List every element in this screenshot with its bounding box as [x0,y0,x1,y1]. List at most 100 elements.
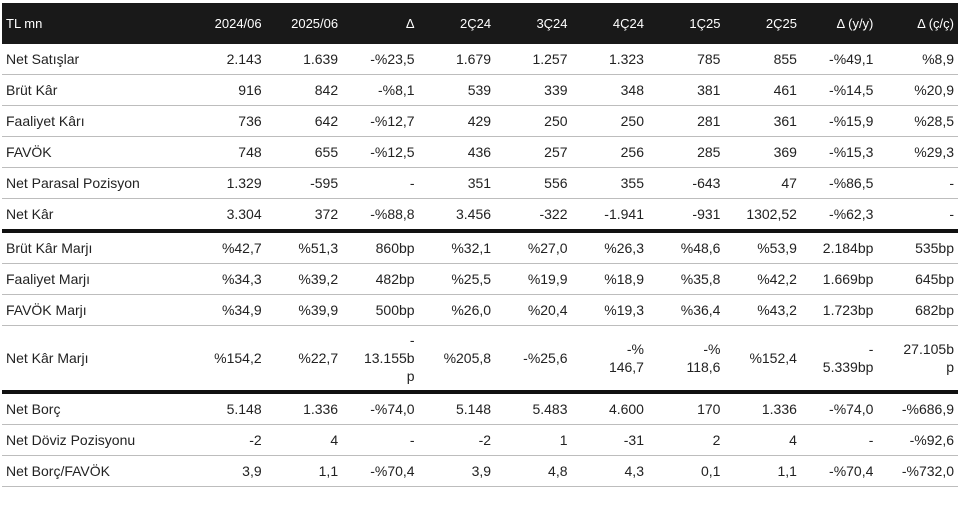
table-row: FAVÖK 748 655 -%12,5 436 257 256 285 369 -%15,3 %2… [2,136,958,168]
cell-value: 256 [620,144,644,160]
table-cell: - [342,424,419,456]
cell-value: %19,3 [604,302,644,318]
table-cell: -595 [265,167,343,199]
cell-value: 1.329 [226,175,262,191]
table-cell: 645bp [877,263,958,295]
cell-value: -%92,6 [909,432,954,448]
cell-value: 250 [620,113,644,129]
header-cell-1q25: 1Ç25 [647,3,725,44]
table-cell: 860bp [342,229,419,264]
table-cell: %205,8 [418,325,496,393]
financial-summary-table: TL mn 2024/06 2025/06 Δ 2Ç24 3Ç24 4Ç24 1… [2,3,958,487]
cell-value: %32,1 [451,240,492,256]
table-cell: %42,2 [724,263,801,295]
table-row: Net Kâr 3.304 372 -%88,8 3.456 -322 -1.941 -931… [2,198,958,232]
table-cell: -%23,5 [342,44,419,75]
table-cell: 369 [724,136,801,168]
cell-value: %19,9 [527,271,568,287]
table-cell: 381 [647,74,725,106]
cell-value: 3,9 [471,463,492,479]
cell-value: 642 [314,113,339,129]
table-cell: -%70,4 [342,455,419,487]
header-cell-2025-06: 2025/06 [265,3,343,44]
cell-value: -595 [310,175,339,191]
table-cell: -322 [495,198,572,232]
table-row: Net Kâr Marjı %154,2 %22,7 - 13.155b p %205,8 -… [2,325,958,393]
cell-value: 5.148 [226,401,262,417]
table-cell: 27.105b p [877,325,958,393]
table-cell: - 5.339bp [800,325,878,393]
table-cell: %25,5 [418,263,496,295]
table-cell: 372 [265,198,343,232]
cell-value: %51,3 [298,240,339,256]
table-cell: 361 [724,105,801,137]
cell-value: %18,9 [604,271,644,287]
table-cell: 1 [495,424,572,456]
table-row: Net Borç 5.148 1.336 -%74,0 5.148 5.483 4.600 1… [2,390,958,425]
table-cell: 642 [265,105,343,137]
cell-value: %28,5 [914,113,954,129]
cell-value: -% [703,341,721,357]
table-cell: 1.336 [724,390,801,425]
table-cell: 482bp [342,263,419,295]
cell-value: - [409,332,415,348]
cell-value: -%686,9 [901,401,954,417]
cell-value: %36,4 [680,302,721,318]
table-cell: 429 [418,105,496,137]
table-row: Net Döviz Pozisyonu -2 4 - -2 1 -31 2 4 - -%92,6 [2,424,958,456]
cell-value: -%8,1 [378,82,415,98]
table-cell: -643 [647,167,725,199]
table-cell: -%25,6 [495,325,572,393]
table-cell: 785 [647,44,725,75]
table-cell: -%49,1 [800,44,878,75]
cell-value: 3.456 [456,206,492,222]
table-cell: 436 [418,136,496,168]
table-cell: 4 [265,424,343,456]
cell-value: 1.336 [303,401,339,417]
table-cell: 5.148 [179,390,266,425]
table-cell: -%732,0 [877,455,958,487]
table-cell: -%12,7 [342,105,419,137]
cell-value: 842 [314,82,339,98]
table-cell: %19,3 [571,294,648,326]
table-cell: %34,3 [179,263,266,295]
table-cell: %48,6 [647,229,725,264]
row-label: FAVÖK [2,136,180,168]
cell-value: 27.105b [903,341,954,357]
cell-value: 381 [697,82,721,98]
cell-value: - [949,175,954,191]
table-cell: - [877,198,958,232]
table-cell: -% 118,6 [647,325,725,393]
cell-value: %154,2 [214,350,262,366]
table-cell: - 13.155b p [342,325,419,393]
cell-value: 1.639 [303,51,339,67]
cell-value: 500bp [375,302,415,318]
cell-value: %20,4 [527,302,568,318]
table-cell: %19,9 [495,263,572,295]
cell-value: - [409,432,415,448]
cell-value: %29,3 [914,144,954,160]
cell-value: -%70,4 [829,463,874,479]
cell-value: 1,1 [318,463,339,479]
table-cell: 1.323 [571,44,648,75]
cell-value: 655 [314,144,339,160]
table-cell: 0,1 [647,455,725,487]
table-cell: 1.639 [265,44,343,75]
cell-value: 250 [544,113,568,129]
row-label: Brüt Kâr [2,74,180,106]
cell-value: p [946,359,954,375]
header-cell-2q24: 2Ç24 [418,3,496,44]
header-cell-delta-qoq: Δ (ç/ç) [877,3,958,44]
cell-value: %53,9 [757,240,797,256]
table-row: Brüt Kâr Marjı %42,7 %51,3 860bp %32,1 %27,0%… [2,229,958,264]
table-cell: %18,9 [571,263,648,295]
header-cell-unit: TL mn [2,3,180,44]
table-cell: %42,7 [179,229,266,264]
cell-value: 0,1 [700,463,721,479]
table-cell: %36,4 [647,294,725,326]
table-body: Net Satışlar 2.143 1.639 -%23,5 1.679 1.257 1.… [2,44,958,487]
table-cell: 3.456 [418,198,496,232]
cell-value: -%23,5 [370,51,415,67]
cell-value: 47 [781,175,797,191]
table-cell: 535bp [877,229,958,264]
